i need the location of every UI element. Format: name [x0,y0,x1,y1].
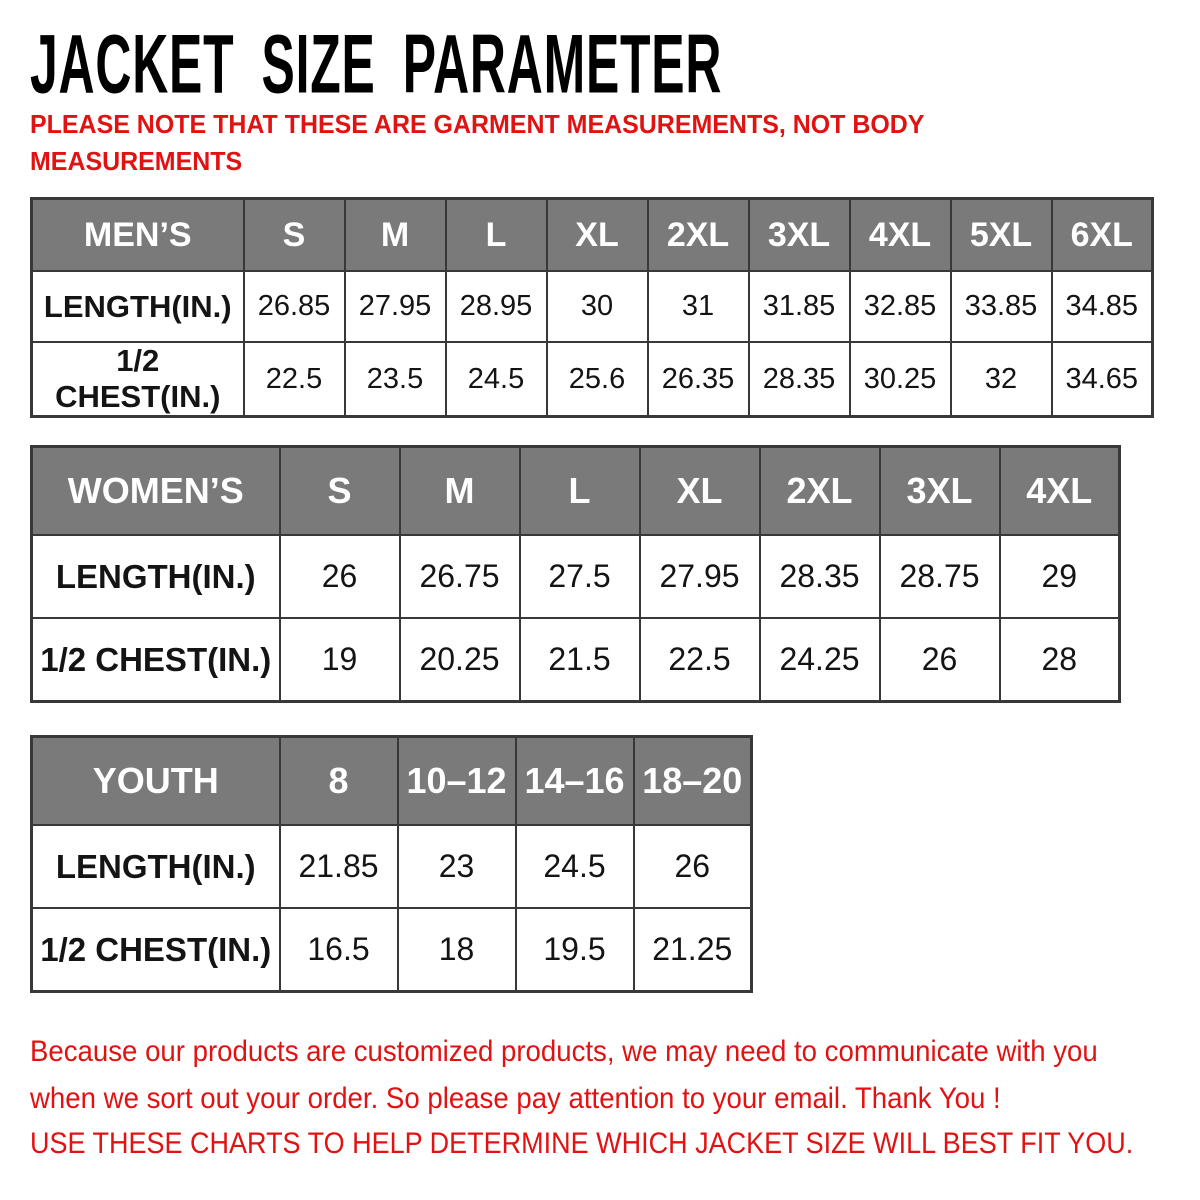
size-col-header: 6XL [1050,197,1154,272]
size-value-cell: 21.25 [632,907,753,993]
size-value-cell: 27.95 [343,270,447,343]
note-line-1: PLEASE NOTE THAT THESE ARE GARMENT MEASU… [30,109,925,139]
womens-chest-row: 1/2 CHEST(IN.) 19 20.25 21.5 22.5 24.25 … [30,617,1121,703]
size-col-header: S [242,197,346,272]
size-value-cell: 32 [949,341,1053,418]
size-value-cell: 28.75 [878,534,1001,619]
size-value-cell: 23.5 [343,341,447,418]
size-value-cell: 18 [396,907,517,993]
size-col-header: 4XL [848,197,952,272]
size-value-cell: 34.65 [1050,341,1154,418]
row-label-cell: LENGTH(IN.) [30,534,281,619]
size-value-cell: 34.85 [1050,270,1154,343]
size-value-cell: 19.5 [514,907,635,993]
size-value-cell: 25.6 [545,341,649,418]
size-col-header: L [518,445,641,536]
womens-header-row: WOMEN’S S M L XL 2XL 3XL 4XL [30,445,1121,536]
size-value-cell: 26.85 [242,270,346,343]
page-title: JACKET SIZE PARAMETER [30,17,723,111]
size-value-cell: 23 [396,824,517,909]
size-value-cell: 26.35 [646,341,750,418]
size-value-cell: 33.85 [949,270,1053,343]
size-col-header: 3XL [878,445,1001,536]
footer-note-line-1: Because our products are customized prod… [30,1035,1098,1068]
fit-advice-text: USE THESE CHARTS TO HELP DETERMINE WHICH… [30,1127,1134,1160]
size-col-header: 10–12 [396,735,517,826]
size-col-header: M [398,445,521,536]
size-value-cell: 21.5 [518,617,641,703]
size-col-header: 2XL [646,197,750,272]
size-value-cell: 27.95 [638,534,761,619]
size-col-header: S [278,445,401,536]
table-name-cell: WOMEN’S [30,445,281,536]
table-name-cell: MEN’S [30,197,245,272]
youth-size-table: YOUTH 8 10–12 14–16 18–20 LENGTH(IN.) 21… [30,735,753,993]
note-line-2: MEASUREMENTS [30,146,243,176]
row-label-cell: LENGTH(IN.) [30,824,281,909]
size-col-header: M [343,197,447,272]
size-value-cell: 29 [998,534,1121,619]
size-col-header: 8 [278,735,399,826]
mens-chest-row: 1/2 CHEST(IN.) 22.5 23.5 24.5 25.6 26.35… [30,341,1154,418]
customization-notice: Because our products are customized prod… [30,1028,1098,1122]
size-value-cell: 28.35 [758,534,881,619]
size-value-cell: 24.25 [758,617,881,703]
row-label-cell: 1/2 CHEST(IN.) [30,907,281,993]
size-value-cell: 20.25 [398,617,521,703]
size-value-cell: 21.85 [278,824,399,909]
size-col-header: 4XL [998,445,1121,536]
size-value-cell: 22.5 [242,341,346,418]
mens-size-table: MEN’S S M L XL 2XL 3XL 4XL 5XL 6XL LENGT… [30,197,1154,418]
size-value-cell: 16.5 [278,907,399,993]
size-value-cell: 26 [632,824,753,909]
size-col-header: 18–20 [632,735,753,826]
size-value-cell: 30 [545,270,649,343]
size-value-cell: 28 [998,617,1121,703]
size-col-header: 5XL [949,197,1053,272]
youth-length-row: LENGTH(IN.) 21.85 23 24.5 26 [30,824,753,909]
size-value-cell: 19 [278,617,401,703]
size-value-cell: 28.95 [444,270,548,343]
size-value-cell: 26 [878,617,1001,703]
size-value-cell: 31.85 [747,270,851,343]
mens-header-row: MEN’S S M L XL 2XL 3XL 4XL 5XL 6XL [30,197,1154,272]
womens-length-row: LENGTH(IN.) 26 26.75 27.5 27.95 28.35 28… [30,534,1121,619]
size-col-header: XL [545,197,649,272]
womens-size-table: WOMEN’S S M L XL 2XL 3XL 4XL LENGTH(IN.)… [30,445,1121,703]
row-label-cell: 1/2 CHEST(IN.) [30,617,281,703]
size-value-cell: 32.85 [848,270,952,343]
size-col-header: 2XL [758,445,881,536]
row-label-cell: 1/2 CHEST(IN.) [30,341,245,418]
size-col-header: L [444,197,548,272]
size-value-cell: 24.5 [514,824,635,909]
size-value-cell: 28.35 [747,341,851,418]
table-name-cell: YOUTH [30,735,281,826]
size-value-cell: 31 [646,270,750,343]
row-label-cell: LENGTH(IN.) [30,270,245,343]
size-value-cell: 26 [278,534,401,619]
size-value-cell: 24.5 [444,341,548,418]
youth-chest-row: 1/2 CHEST(IN.) 16.5 18 19.5 21.25 [30,907,753,993]
garment-measurement-note: PLEASE NOTE THAT THESE ARE GARMENT MEASU… [30,106,924,180]
footer-note-line-2: when we sort out your order. So please p… [30,1082,1001,1115]
size-value-cell: 22.5 [638,617,761,703]
size-col-header: XL [638,445,761,536]
size-value-cell: 26.75 [398,534,521,619]
size-value-cell: 30.25 [848,341,952,418]
youth-header-row: YOUTH 8 10–12 14–16 18–20 [30,735,753,826]
mens-length-row: LENGTH(IN.) 26.85 27.95 28.95 30 31 31.8… [30,270,1154,343]
size-col-header: 3XL [747,197,851,272]
size-col-header: 14–16 [514,735,635,826]
size-value-cell: 27.5 [518,534,641,619]
